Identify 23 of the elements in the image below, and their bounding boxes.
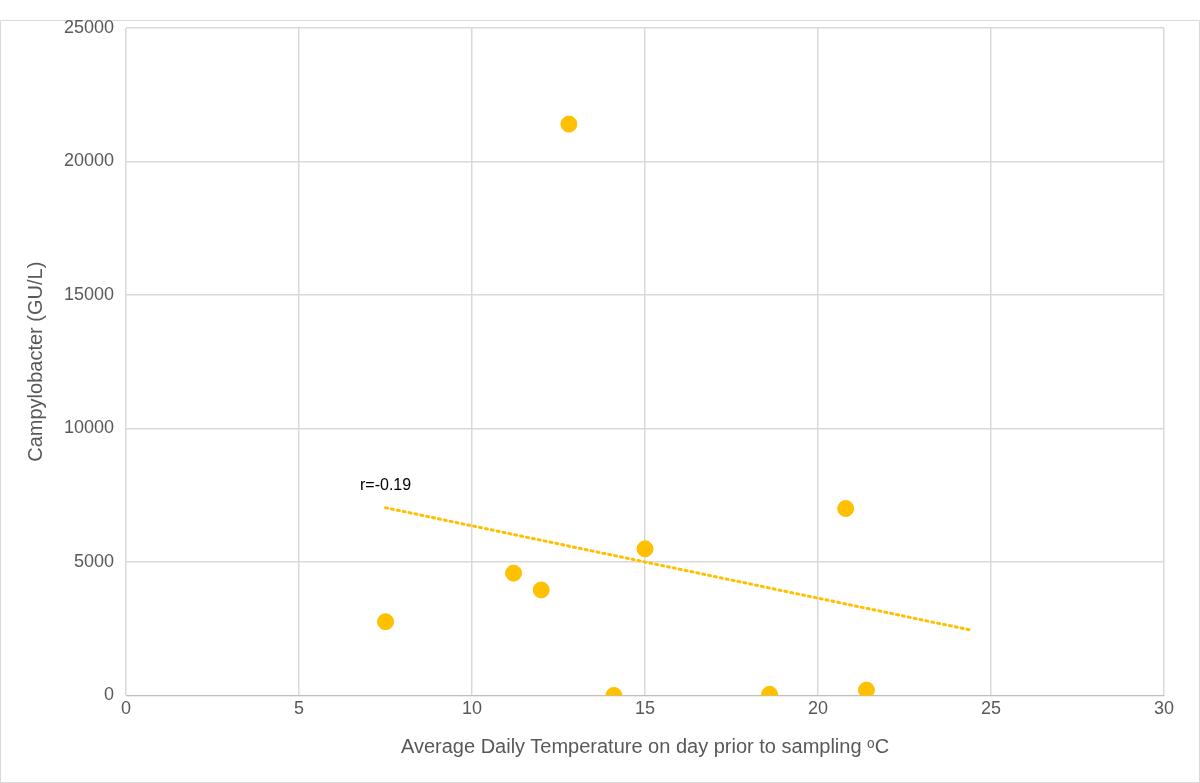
- y-tick-label: 5000: [74, 550, 115, 571]
- y-axis-title: Campylobacter (GU/L): [23, 261, 46, 462]
- x-tick-label: 30: [1153, 698, 1175, 719]
- x-tick-label: 0: [121, 698, 132, 719]
- y-tick-label: 15000: [63, 283, 115, 304]
- x-tick-label: 20: [808, 698, 829, 719]
- y-tick-label: 0: [104, 684, 115, 705]
- y-tick-label: 10000: [63, 417, 115, 438]
- point: [560, 115, 578, 133]
- point: [377, 613, 395, 631]
- annotation: r=-0.19: [359, 476, 412, 494]
- x-tick-label: 5: [294, 698, 305, 719]
- x-tick-label: 10: [462, 698, 483, 719]
- y-tick-label: 25000: [63, 16, 115, 37]
- x-tick-label: 15: [635, 698, 656, 719]
- point: [532, 581, 550, 599]
- point: [505, 564, 523, 582]
- point: [857, 681, 875, 696]
- x-tick-label: 25: [980, 698, 1002, 719]
- x-axis-title: Average Daily Temperature on day prior to sampling ᵒC: [400, 734, 890, 757]
- y-tick-label: 20000: [63, 150, 115, 171]
- point: [837, 500, 855, 518]
- point: [636, 540, 654, 558]
